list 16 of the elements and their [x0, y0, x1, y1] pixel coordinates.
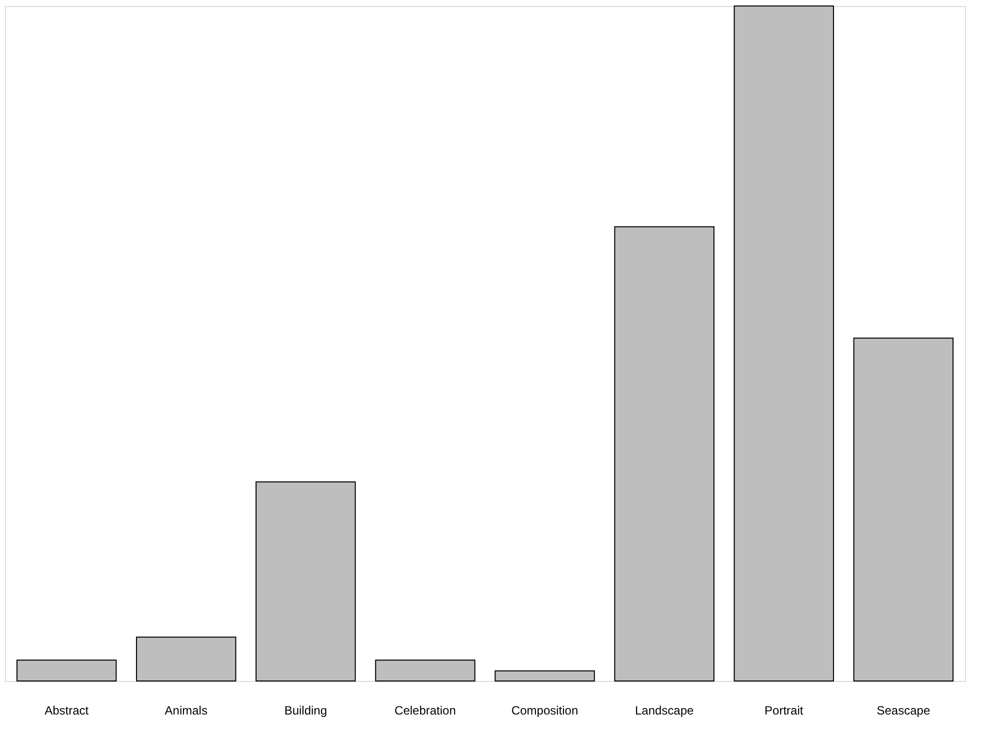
x-tick-label: Abstract — [44, 704, 90, 718]
x-tick-label: Portrait — [764, 704, 804, 718]
bar — [614, 226, 714, 682]
bar — [375, 660, 476, 682]
x-tick-label: Landscape — [634, 704, 694, 718]
bar — [16, 660, 117, 682]
bar — [853, 338, 954, 682]
bar — [136, 636, 236, 682]
x-tick-label: Seascape — [876, 704, 930, 718]
x-tick-label: Composition — [511, 704, 578, 718]
bar — [256, 481, 356, 682]
bar — [494, 670, 595, 682]
x-tick-label: Animals — [164, 704, 208, 718]
x-tick-label: Building — [284, 704, 328, 718]
bar — [734, 6, 834, 682]
x-tick-label: Celebration — [394, 704, 456, 718]
